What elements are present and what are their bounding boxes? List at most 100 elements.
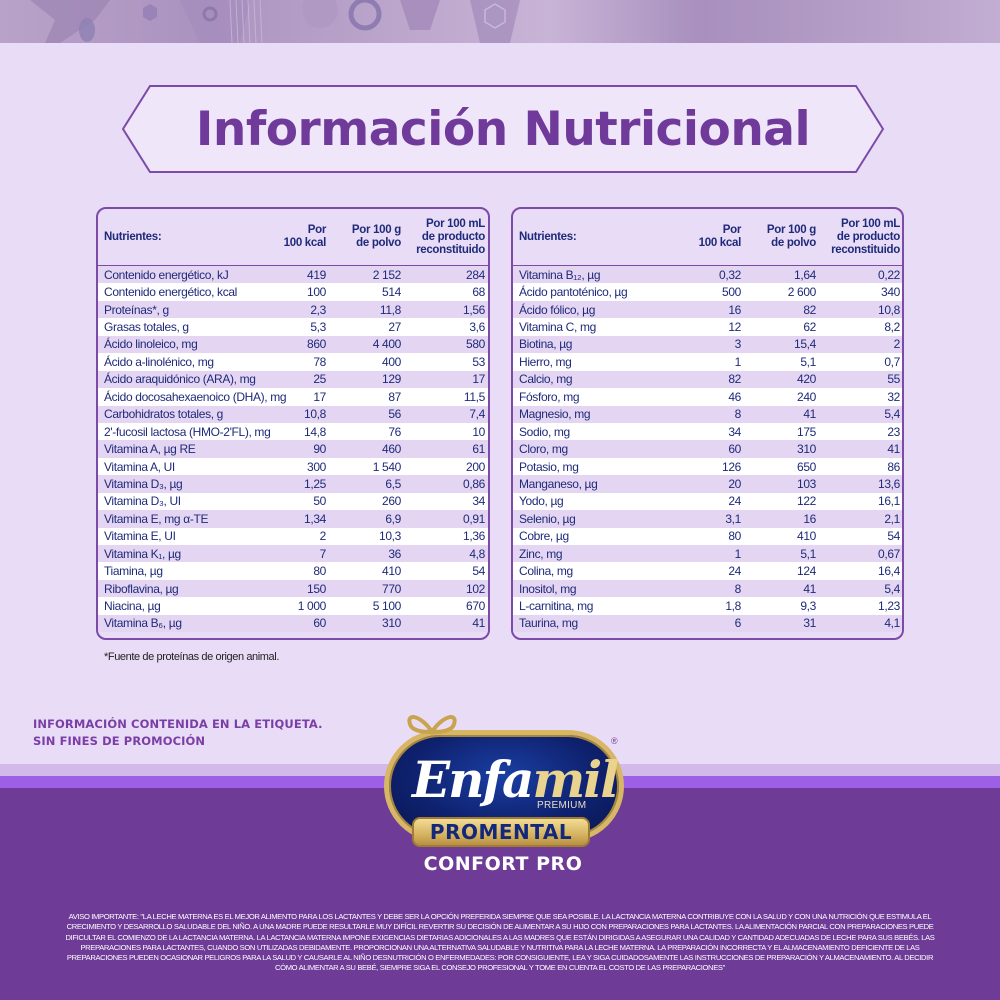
value-per-100ml: 54 [887,529,900,544]
table-row: Vitamina E, UI 2 10,3 1,36 [98,527,488,545]
value-per-100-kcal: 500 [722,285,741,300]
value-per-100g-powder: 410 [382,564,401,579]
nutrient-name: Ácido fólico, µg [519,302,596,317]
value-per-100-kcal: 860 [307,337,326,352]
table-row: 2'-fucosil lactosa (HMO-2'FL), mg 14,8 76 1… [98,422,488,441]
value-per-100g-powder: 650 [797,459,816,474]
value-per-100ml: 16,1 [878,494,900,509]
value-per-100g-powder: 16 [803,511,816,526]
header-line: Por [722,224,742,236]
value-per-100ml: 41 [472,616,485,631]
nutrient-name: Contenido energético, kcal [104,285,237,300]
value-per-100ml: 41 [887,442,900,457]
value-per-100ml: 0,91 [463,511,485,526]
table-row: Selenio, µg 3,1 16 2,1 [513,510,902,528]
brand-name-part2: mil [532,750,619,809]
nutrient-name: Riboflavina, µg [104,581,179,596]
value-per-100-kcal: 60 [313,616,326,631]
value-per-100-kcal: 10,8 [304,407,326,422]
legal-notice: AVISO IMPORTANTE: "LA LECHE MATERNA ES E… [65,912,935,973]
nutrient-name: Carbohidratos totales, g [104,407,224,422]
value-per-100ml: 0,7 [884,354,900,369]
value-per-100-kcal: 1 [734,546,742,561]
brand-name-part1: Enfa [412,750,534,809]
nutrient-name: Vitamina A, UI [104,459,175,474]
table-row: Ácido a-linolénico, mg 78 400 53 [98,353,488,371]
decorative-shapes-icon [30,0,520,43]
nutrient-name: Vitamina B₆, µg [104,616,182,631]
nutrient-name: Ácido docosahexaenoico (DHA), mg [104,389,287,404]
table-row: Yodo, µg 24 122 16,1 [513,492,902,511]
nutrient-name: Ácido linoleico, mg [104,337,198,352]
value-per-100g-powder: 6,9 [385,511,401,526]
table-row: Ácido pantoténico, µg 500 2 600 340 [513,283,902,301]
nutrient-name: Magnesio, mg [519,407,591,422]
table-row: Vitamina D₃, UI 50 260 34 [98,492,488,511]
nutrient-name: Vitamina A, µg RE [104,442,196,457]
value-per-100ml: 340 [881,285,900,300]
value-per-100ml: 8,2 [884,320,900,335]
value-per-100g-powder: 124 [797,564,816,579]
value-per-100-kcal: 2 [319,529,327,544]
nutrient-name: Vitamina B₁₂, µg [519,267,601,282]
value-per-100ml: 61 [472,442,485,457]
value-per-100ml: 23 [887,424,900,439]
value-per-100-kcal: 50 [313,494,326,509]
value-per-100-kcal: 3,1 [725,511,741,526]
nutrient-name: Manganeso, µg [519,476,598,491]
value-per-100g-powder: 1 540 [372,459,402,474]
value-per-100g-powder: 15,4 [794,337,816,352]
header-nutrients: Nutrientes: [519,230,577,243]
value-per-100ml: 2,1 [884,511,900,526]
value-per-100g-powder: 27 [388,320,401,335]
value-per-100ml: 1,36 [463,529,485,544]
table-row: Cloro, mg 60 310 41 [513,440,902,458]
value-per-100g-powder: 240 [797,389,816,404]
value-per-100g-powder: 129 [382,372,401,387]
value-per-100-kcal: 24 [728,564,741,579]
header-nutrients: Nutrientes: [104,230,162,243]
value-per-100ml: 86 [887,459,900,474]
value-per-100g-powder: 310 [797,442,816,457]
value-per-100g-powder: 5,1 [800,546,816,561]
value-per-100-kcal: 8 [734,581,742,596]
table-row: Ácido araquidónico (ARA), mg 25 129 17 [98,370,488,389]
product-variant: CONFORT PRO [423,853,583,875]
value-per-100g-powder: 1,64 [794,267,816,282]
table-header: Nutrientes: Por 100 kcal Por 100 g de po… [98,209,488,266]
value-per-100-kcal: 2,3 [310,302,326,317]
nutrient-name: L-carnitina, mg [519,599,594,614]
table-row: Carbohidratos totales, g 10,8 56 7,4 [98,405,488,423]
table-row: Contenido energético, kJ 419 2 152 284 [98,266,488,284]
value-per-100g-powder: 76 [388,424,401,439]
header-line: Por 100 g [766,224,816,236]
value-per-100-kcal: 7 [319,546,327,561]
value-per-100-kcal: 12 [728,320,741,335]
value-per-100ml: 5,4 [884,581,900,596]
header-line: reconstituido [831,243,900,256]
table-row: Ácido fólico, µg 16 82 10,8 [513,300,902,319]
header-line: Por 100 g [351,224,401,236]
value-per-100-kcal: 16 [728,302,741,317]
value-per-100-kcal: 5,3 [310,320,326,335]
value-per-100-kcal: 1,34 [304,511,326,526]
nutrient-name: Fósforo, mg [519,389,580,404]
value-per-100ml: 10 [472,424,485,439]
nutrient-name: Grasas totales, g [104,320,189,335]
value-per-100ml: 4,8 [469,546,485,561]
table-row: Magnesio, mg 8 41 5,4 [513,405,902,423]
table-row: Proteínas*, g 2,3 11,8 1,56 [98,300,488,319]
value-per-100ml: 580 [466,337,485,352]
value-per-100ml: 16,4 [878,564,900,579]
nutrient-name: Proteínas*, g [104,302,169,317]
table-row: Calcio, mg 82 420 55 [513,370,902,389]
value-per-100-kcal: 14,8 [304,424,326,439]
header-per-100g-powder: Por 100 g de polvo [741,224,816,250]
value-per-100ml: 2 [893,337,901,352]
registered-mark: ® [611,736,618,746]
value-per-100ml: 0,67 [878,546,900,561]
value-per-100-kcal: 25 [313,372,326,387]
value-per-100ml: 7,4 [469,407,485,422]
nutrient-name: Colina, mg [519,564,573,579]
value-per-100-kcal: 419 [307,267,326,282]
